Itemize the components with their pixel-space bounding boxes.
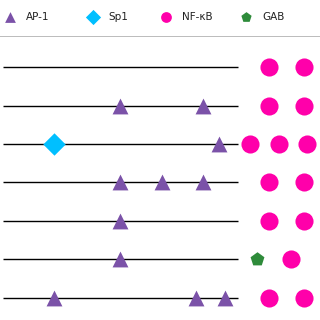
Point [276,141,281,147]
Point [7,15,12,20]
Point [267,218,272,223]
Text: NF-κB: NF-κB [182,12,213,22]
Point [267,295,272,300]
Point [159,180,164,185]
Point [267,180,272,185]
Point [301,295,307,300]
Point [267,65,272,70]
Point [118,257,123,262]
Text: GAB: GAB [262,12,285,22]
Point [51,141,56,147]
Point [118,180,123,185]
Point [244,15,249,20]
Text: AP-1: AP-1 [26,12,49,22]
Point [305,141,310,147]
Text: Sp1: Sp1 [109,12,129,22]
Point [216,141,221,147]
Point [301,180,307,185]
Point [301,65,307,70]
Point [164,15,169,20]
Point [301,103,307,108]
Point [90,15,95,20]
Point [222,295,228,300]
Point [289,257,294,262]
Point [200,103,205,108]
Point [267,103,272,108]
Point [118,218,123,223]
Point [248,141,253,147]
Point [200,180,205,185]
Point [51,295,56,300]
Point [194,295,199,300]
Point [301,218,307,223]
Point [254,257,259,262]
Point [118,103,123,108]
